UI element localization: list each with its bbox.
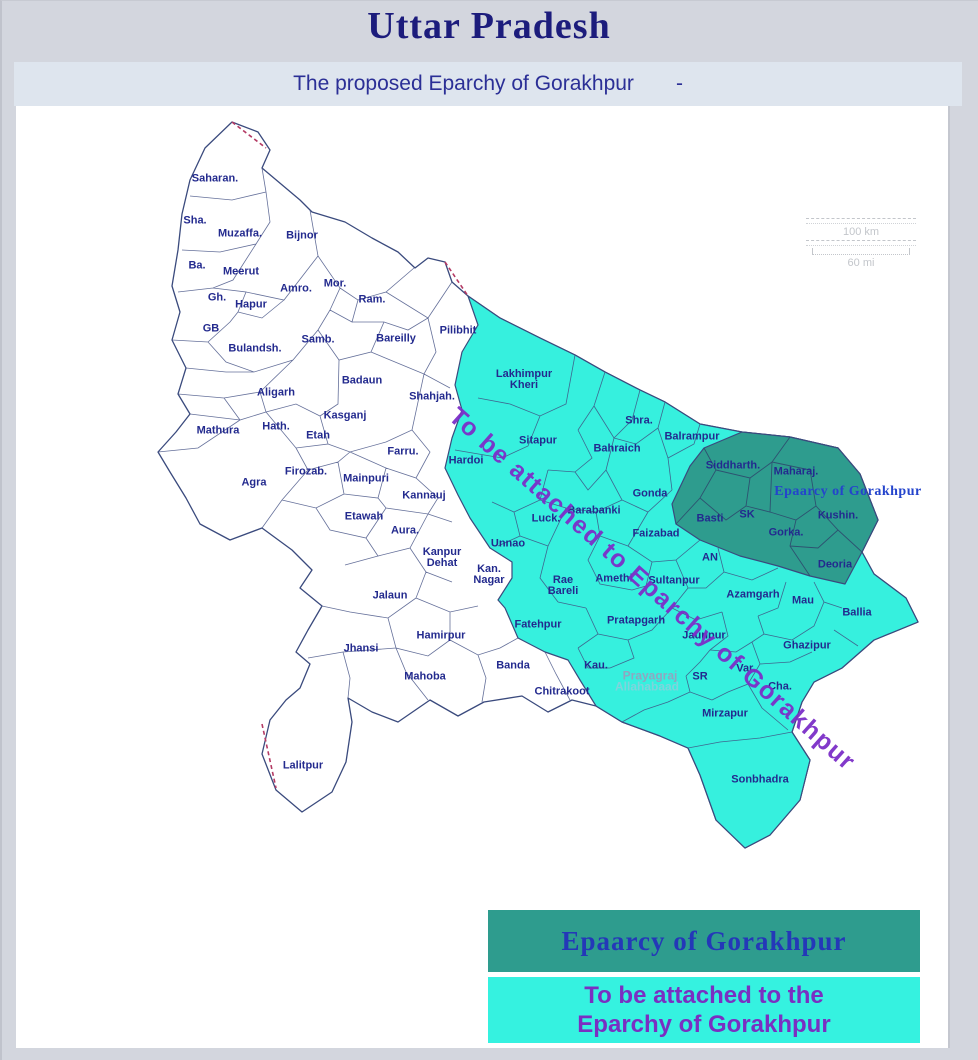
scale-bar-divider-line [806, 240, 916, 246]
scale-bar-km-label: 100 km [842, 226, 880, 238]
legend-swatch-attached: To be attached to the Eparchy of Gorakhp… [488, 977, 920, 1043]
scale-bar-mi-line [812, 248, 910, 255]
district-borders-eparchy [675, 436, 863, 577]
subtitle-text: The proposed Eparchy of Gorakhpur [293, 72, 634, 95]
subtitle-suffix: - [675, 72, 683, 95]
map-region-eparchy [671, 431, 879, 585]
legend-label-attached-line1: To be attached to the [584, 982, 824, 1009]
legend-swatch-eparchy: Epaarcy of Gorakhpur [488, 910, 920, 972]
scale-bar: 100 km 60 mi [806, 216, 916, 269]
scale-bar-km-line [806, 218, 916, 224]
legend-label-eparchy: Epaarcy of Gorakhpur [561, 925, 847, 956]
district-borders-attached [454, 354, 859, 749]
legend-label-attached-line2: Eparchy of Gorakhpur [577, 1011, 831, 1038]
legend: Epaarcy of Gorakhpur To be attached to t… [488, 910, 920, 1043]
page-title: Uttar Pradesh [367, 5, 611, 47]
state-boundary-accent [231, 121, 469, 789]
scale-bar-mi-label: 60 mi [847, 257, 875, 269]
district-borders-west [157, 167, 571, 703]
subtitle-bar: The proposed Eparchy of Gorakhpur - [14, 62, 962, 106]
